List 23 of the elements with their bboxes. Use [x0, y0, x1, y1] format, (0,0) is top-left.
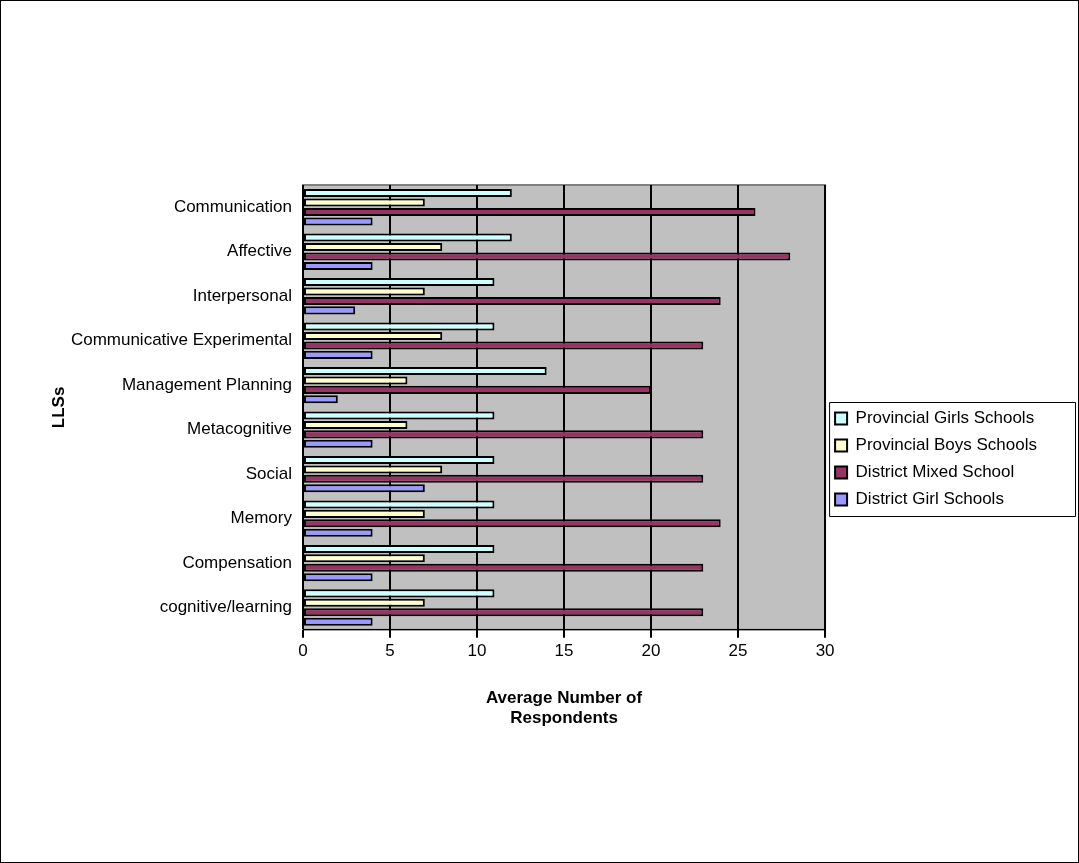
x-axis-title: Average Number of Respondents: [485, 688, 643, 728]
x-tick-label: 25: [728, 640, 748, 660]
x-tick-label: 0: [298, 640, 308, 660]
legend-label: District Mixed School: [855, 462, 1015, 482]
x-tick-label: 5: [385, 640, 395, 660]
y-tick-label: Memory: [230, 508, 293, 528]
x-tick-label: 20: [641, 640, 661, 660]
x-tick-label: 30: [815, 640, 835, 660]
y-tick-label: Compensation: [182, 552, 292, 572]
y-axis-title: LLSs: [48, 386, 68, 429]
legend-label: Provincial Girls Schools: [855, 408, 1035, 428]
y-tick-label: Management Planning: [121, 374, 292, 394]
y-tick-label: Social: [245, 463, 292, 483]
y-tick-label: Communication: [173, 196, 292, 216]
x-tick-label: 10: [467, 640, 487, 660]
legend-label: District Girl Schools: [855, 489, 1004, 509]
x-tick-label: 15: [554, 640, 574, 660]
y-tick-label: Metacognitive: [187, 419, 292, 439]
y-tick-label: Communicative Experimental: [70, 330, 292, 350]
y-tick-label: cognitive/learning: [159, 597, 292, 617]
y-tick-label: Affective: [227, 241, 292, 261]
legend-label: Provincial Boys Schools: [855, 435, 1038, 455]
y-tick-label: Interpersonal: [192, 285, 292, 305]
